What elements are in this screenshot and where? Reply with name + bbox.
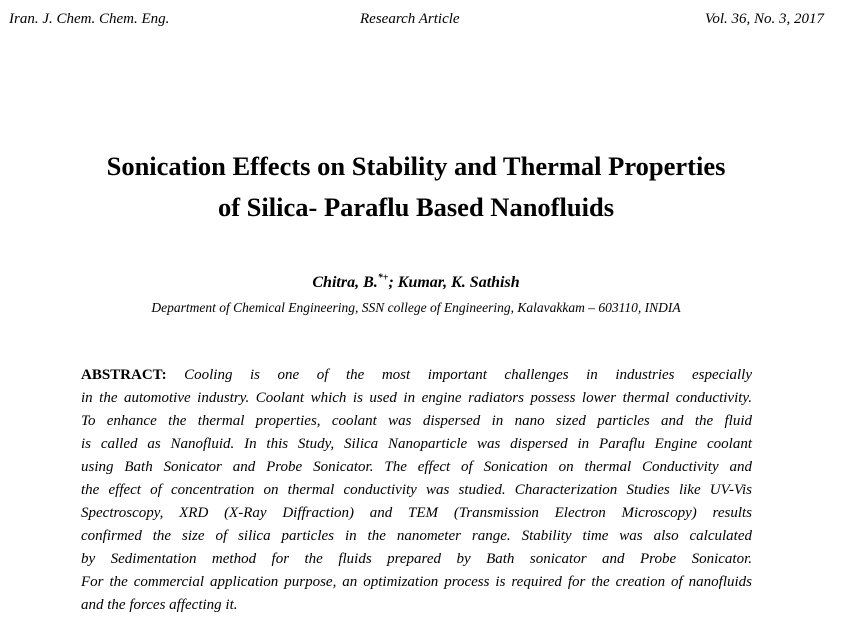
abstract-line: in the automotive industry. Coolant whic… (81, 390, 752, 406)
abstract-line: To enhance the thermal properties, coola… (81, 413, 752, 429)
abstract-line: confirmed the size of silica particles i… (81, 528, 752, 544)
abstract-line: by Sedimentation method for the fluids p… (81, 551, 752, 567)
title-line-2: of Silica- Paraflu Based Nanofluids (217, 192, 615, 222)
paper-title: Sonication Effects on Stability and Ther… (0, 146, 832, 228)
volume-info: Vol. 36, No. 3, 2017 (704, 11, 824, 27)
running-header: Iran. J. Chem. Chem. Eng. Research Artic… (0, 9, 852, 29)
abstract-line-text: Cooling is one of the most important cha… (184, 367, 752, 383)
abstract-line: using Bath Sonicator and Probe Sonicator… (81, 459, 752, 475)
author-rest: ; Kumar, K. Sathish (388, 274, 520, 291)
author-list: Chitra, B.*+; Kumar, K. Sathish (0, 271, 832, 295)
affiliation: Department of Chemical Engineering, SSN … (151, 300, 681, 315)
journal-name: Iran. J. Chem. Chem. Eng. (9, 11, 170, 27)
abstract-line: For the commercial application purpose, … (81, 574, 752, 590)
abstract-line: and the forces affecting it. (81, 597, 238, 613)
article-type: Research Article (360, 11, 460, 27)
corresponding-author-marks: *+ (377, 272, 389, 284)
title-line-1: Sonication Effects on Stability and Ther… (106, 151, 726, 181)
abstract-line: Spectroscopy, XRD (X-Ray Diffraction) an… (81, 505, 752, 521)
abstract-label: ABSTRACT: (81, 367, 167, 383)
abstract-line: is called as Nanofluid. In this Study, S… (81, 436, 752, 452)
abstract-line: the effect of concentration on thermal c… (81, 482, 752, 498)
author-first: Chitra, B. (312, 274, 378, 291)
abstract-line: ABSTRACT: Cooling is one of the most imp… (81, 364, 752, 387)
abstract: ABSTRACT: Cooling is one of the most imp… (81, 364, 752, 617)
